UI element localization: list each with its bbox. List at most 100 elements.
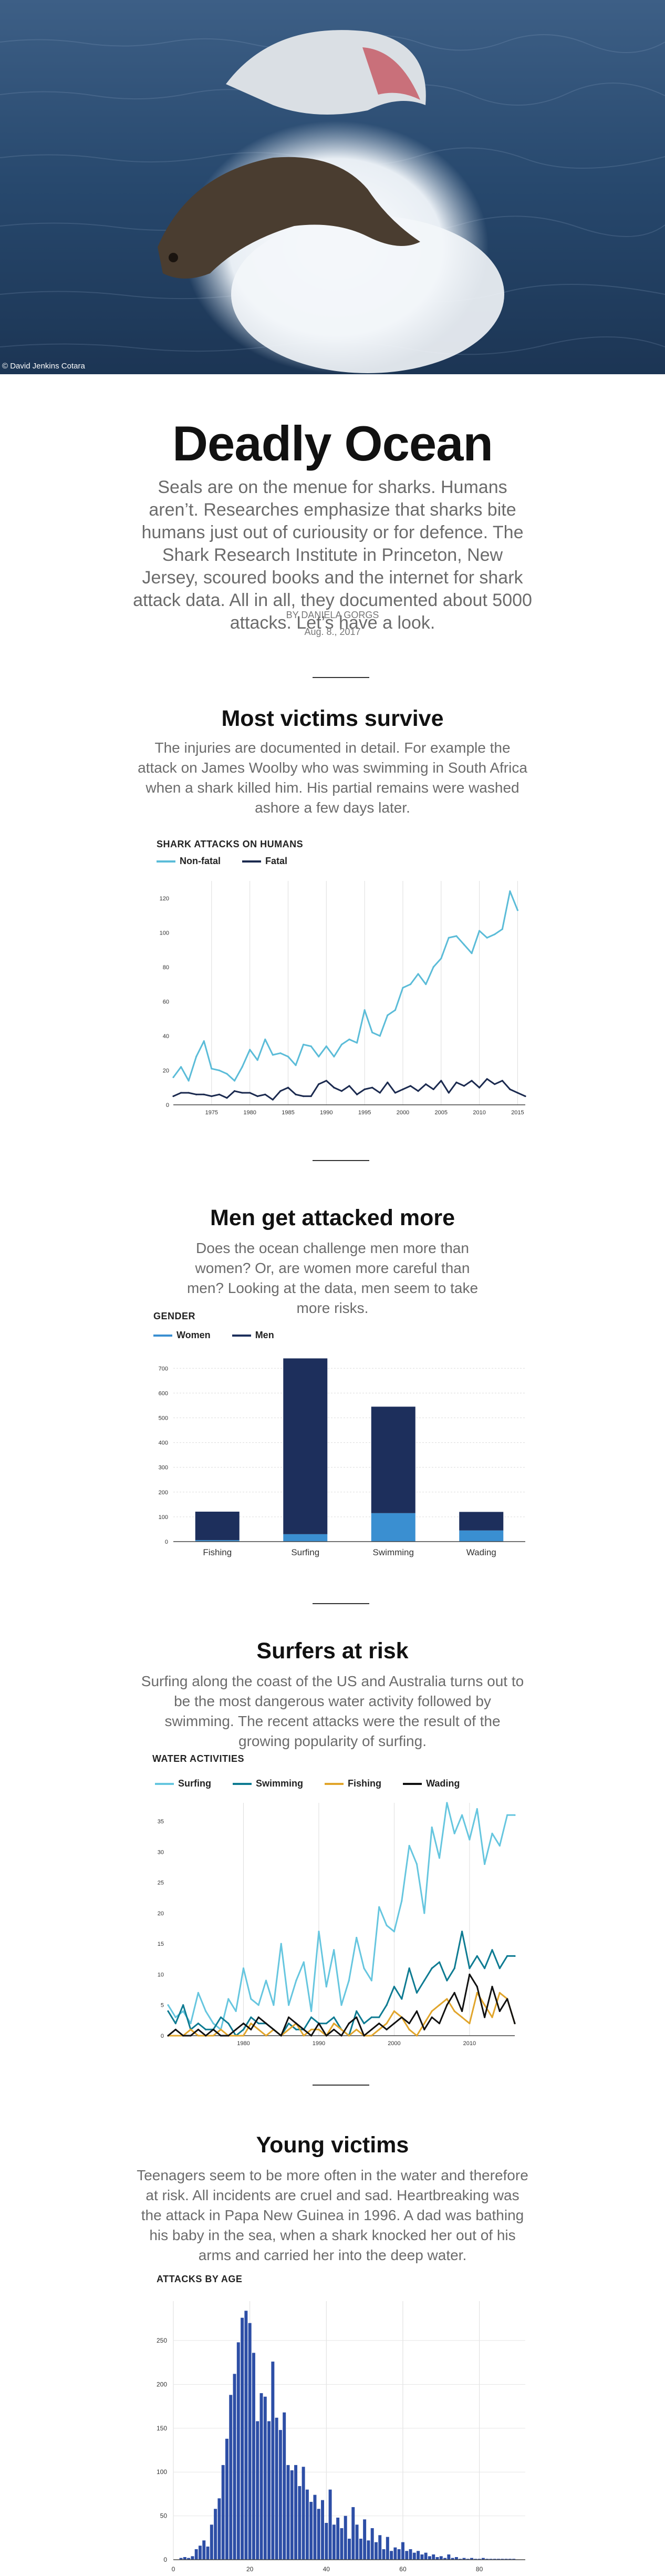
data-point bbox=[469, 1973, 471, 1976]
bar-women bbox=[283, 1534, 328, 1542]
data-point bbox=[476, 1986, 478, 1988]
data-point bbox=[393, 2010, 396, 2012]
histogram-bar bbox=[504, 2559, 508, 2560]
data-point bbox=[371, 1031, 373, 1033]
data-point bbox=[484, 1863, 486, 1865]
divider bbox=[313, 2085, 369, 2086]
legend-item: Surfing bbox=[155, 1778, 211, 1789]
data-point bbox=[235, 2035, 237, 2037]
data-point bbox=[340, 1090, 343, 1092]
data-point bbox=[498, 1992, 501, 1994]
data-point bbox=[393, 2023, 396, 2025]
data-point bbox=[432, 966, 434, 968]
data-point bbox=[264, 1093, 266, 1095]
data-point bbox=[370, 2016, 372, 2018]
data-point bbox=[295, 1093, 297, 1095]
histogram-bar bbox=[325, 2522, 328, 2560]
x-tick-label: Fishing bbox=[203, 1547, 232, 1557]
data-point bbox=[303, 1095, 305, 1097]
histogram-bar bbox=[191, 2556, 194, 2560]
y-tick-label: 15 bbox=[158, 1941, 164, 1947]
data-point bbox=[242, 2028, 245, 2030]
histogram-bar bbox=[428, 2556, 431, 2560]
histogram-bar bbox=[386, 2537, 389, 2560]
data-point bbox=[182, 2010, 184, 2012]
y-tick-label: 400 bbox=[159, 1440, 168, 1446]
y-tick-label: 5 bbox=[161, 2003, 164, 2009]
data-point bbox=[287, 2023, 290, 2025]
series-line-swimming bbox=[167, 1931, 515, 2037]
y-tick-label: 200 bbox=[157, 2380, 167, 2388]
y-tick-label: 35 bbox=[158, 1819, 164, 1825]
data-point bbox=[212, 2035, 214, 2037]
data-point bbox=[386, 2028, 388, 2030]
data-point bbox=[295, 1064, 297, 1066]
data-point bbox=[249, 1049, 251, 1051]
legend-label: Women bbox=[176, 1330, 211, 1340]
data-point bbox=[333, 2023, 335, 2025]
data-point bbox=[446, 1802, 448, 1804]
histogram-bar bbox=[355, 2524, 359, 2560]
data-point bbox=[501, 928, 503, 930]
data-point bbox=[226, 1073, 228, 1075]
histogram-bar bbox=[271, 2362, 275, 2560]
histogram-bar bbox=[351, 2507, 355, 2560]
data-point bbox=[438, 1961, 441, 1963]
data-point bbox=[265, 2023, 267, 2025]
y-tick-label: 50 bbox=[160, 2512, 168, 2520]
data-point bbox=[212, 2028, 214, 2030]
data-point bbox=[226, 1097, 228, 1099]
data-point bbox=[195, 1093, 198, 1095]
section-heading: Young victims bbox=[256, 2132, 409, 2158]
data-point bbox=[318, 1083, 320, 1085]
histogram-bar bbox=[283, 2412, 286, 2560]
data-point bbox=[509, 1088, 511, 1091]
data-point bbox=[476, 1808, 478, 1810]
histogram-bar bbox=[328, 2489, 332, 2560]
histogram-bar bbox=[390, 2551, 393, 2560]
data-point bbox=[205, 2035, 207, 2037]
histogram-bar bbox=[485, 2559, 489, 2560]
data-point bbox=[167, 2004, 169, 2006]
age-histogram: 0 20 40 60 80 0 50 100 150 200 250 bbox=[157, 2301, 525, 2573]
y-tick-label: 30 bbox=[158, 1849, 164, 1855]
data-point bbox=[227, 1998, 230, 2000]
histogram-bar bbox=[344, 2516, 347, 2560]
histogram-bar bbox=[417, 2551, 420, 2560]
histogram-bar bbox=[443, 2558, 447, 2560]
histogram-bar bbox=[321, 2500, 325, 2560]
data-point bbox=[190, 2035, 192, 2037]
data-point bbox=[167, 2010, 169, 2012]
histogram-bar bbox=[477, 2559, 481, 2560]
data-point bbox=[469, 2023, 471, 2025]
histogram-bar bbox=[370, 2528, 374, 2560]
data-point bbox=[188, 1080, 190, 1082]
data-point bbox=[506, 1998, 508, 2000]
data-point bbox=[340, 2004, 342, 2006]
histogram-bar bbox=[382, 2549, 386, 2560]
data-point bbox=[356, 2010, 358, 2012]
y-tick-label: 0 bbox=[166, 1102, 169, 1109]
histogram-bar bbox=[229, 2395, 233, 2560]
data-point bbox=[325, 2023, 327, 2025]
data-point bbox=[423, 2023, 425, 2025]
data-point bbox=[287, 2004, 290, 2006]
data-point bbox=[218, 1069, 220, 1072]
data-point bbox=[287, 1055, 289, 1058]
data-point bbox=[257, 2028, 259, 2030]
chart-legend: Surfing Swimming Fishing Wading bbox=[155, 1778, 479, 1790]
histogram-bar bbox=[187, 2558, 191, 2560]
histogram-bar bbox=[217, 2498, 221, 2560]
data-point bbox=[250, 2023, 252, 2025]
data-point bbox=[409, 1085, 412, 1087]
histogram-bar bbox=[412, 2552, 416, 2560]
legend-label: Fishing bbox=[348, 1778, 382, 1789]
data-point bbox=[265, 1979, 267, 1982]
legend-swatch bbox=[233, 1783, 252, 1785]
x-tick-label: 1985 bbox=[282, 1110, 294, 1116]
data-point bbox=[318, 1931, 320, 1933]
histogram-bar bbox=[470, 2558, 474, 2560]
y-tick-label: 700 bbox=[159, 1366, 168, 1372]
section-heading: Most victims survive bbox=[221, 706, 444, 731]
y-tick-label: 0 bbox=[161, 2033, 164, 2039]
